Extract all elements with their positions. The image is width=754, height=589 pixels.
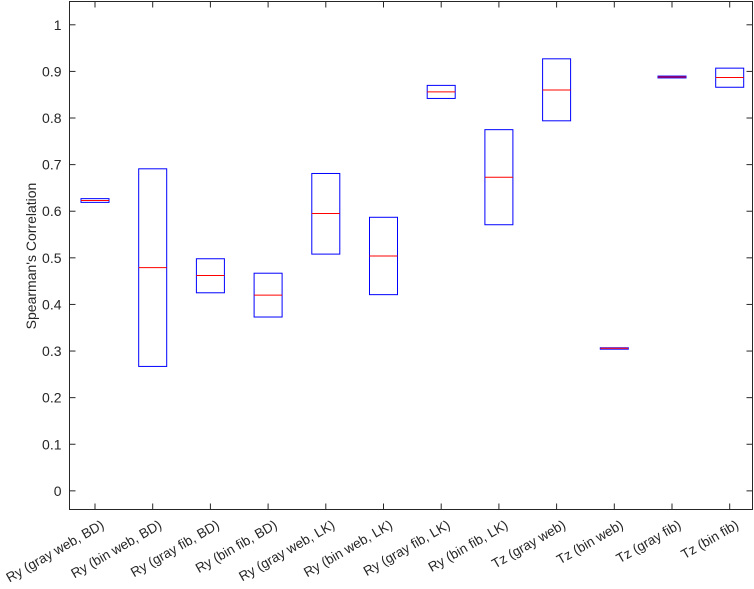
y-axis-label: Spearman's Correlation bbox=[23, 183, 39, 330]
y-axis: 0 0.1 0.2 0.3 0.4 0.5 0.6 0.7 0.8 0.9 1 bbox=[42, 17, 753, 499]
y-tick-label: 1 bbox=[54, 17, 62, 33]
y-tick-label: 0 bbox=[54, 483, 62, 499]
x-tick-label: Tz (bin fib) bbox=[678, 517, 741, 562]
plot-area bbox=[69, 1, 753, 510]
boxes bbox=[80, 58, 745, 367]
y-tick-label: 0.9 bbox=[42, 63, 62, 79]
x-tick-label: Ry (gray web, LK) bbox=[236, 517, 337, 584]
y-tick-label: 0.6 bbox=[42, 203, 62, 219]
y-tick-label: 0.4 bbox=[42, 296, 62, 312]
x-tick-label: Tz (gray fib) bbox=[614, 517, 684, 566]
y-tick-label: 0.3 bbox=[42, 343, 62, 359]
y-tick-label: 0.5 bbox=[42, 250, 62, 266]
y-tick-label: 0.1 bbox=[42, 436, 62, 452]
y-tick-label: 0.8 bbox=[42, 110, 62, 126]
x-tick-label: Ry (gray web, BD) bbox=[3, 517, 106, 585]
y-tick-label: 0.7 bbox=[42, 157, 62, 173]
y-tick-label: 0.2 bbox=[42, 390, 62, 406]
